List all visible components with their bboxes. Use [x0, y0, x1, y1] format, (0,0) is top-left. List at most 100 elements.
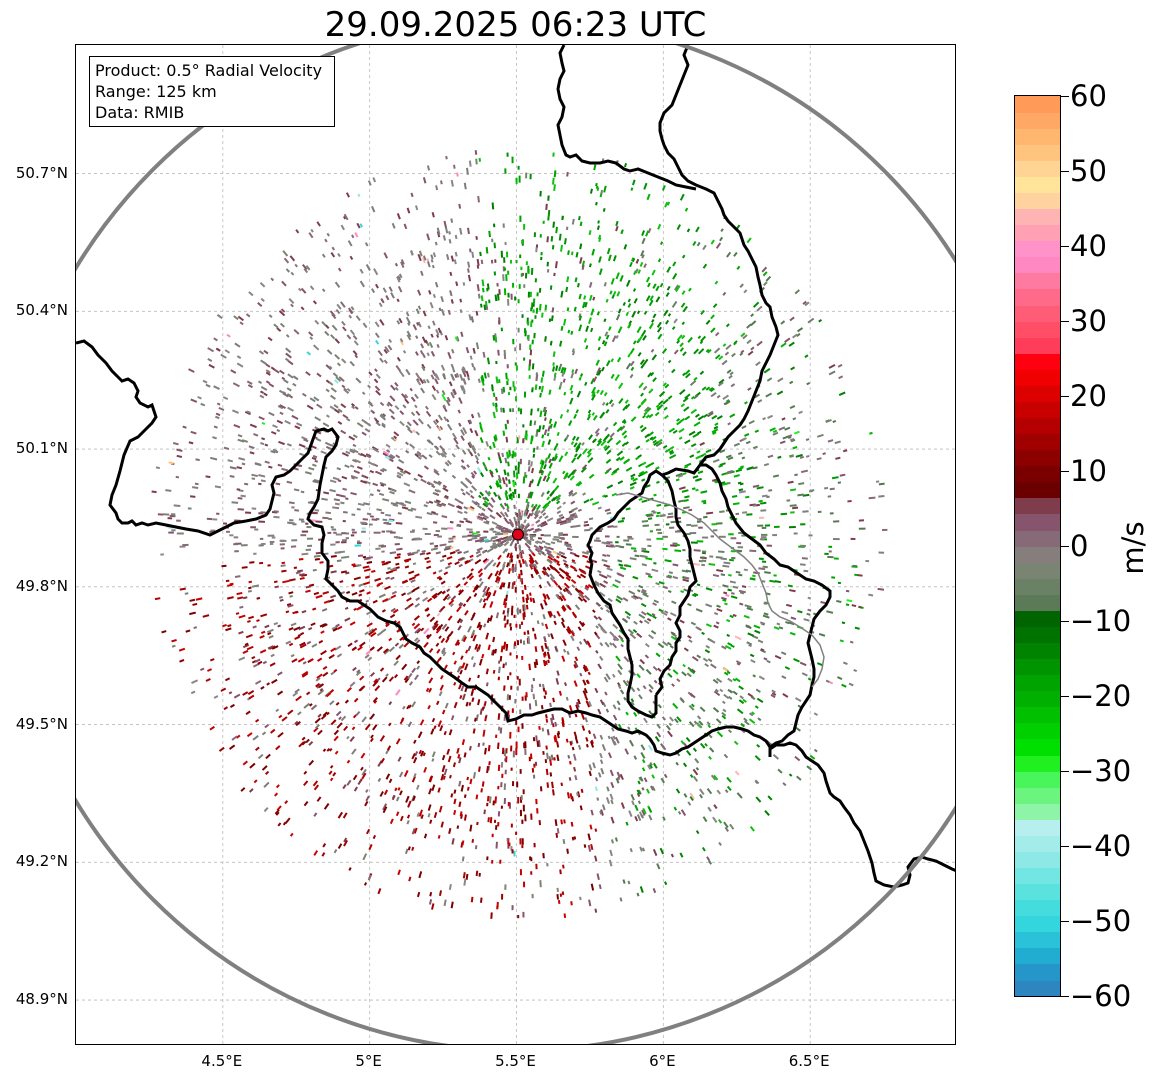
- echo-gate: [524, 434, 527, 440]
- echo-gate: [586, 640, 591, 646]
- echo-gate: [731, 495, 738, 498]
- echo-gate: [571, 350, 576, 356]
- colorbar-segment: [1015, 867, 1060, 885]
- echo-gate: [495, 402, 498, 407]
- echo-gate: [408, 704, 412, 709]
- echo-gate: [615, 220, 619, 227]
- echo-gate: [379, 791, 384, 797]
- echo-gate: [544, 304, 548, 311]
- echo-gate: [426, 352, 430, 357]
- colorbar-segment: [1015, 497, 1060, 515]
- echo-gate: [541, 312, 544, 318]
- echo-gate: [504, 511, 509, 518]
- echo-gate: [559, 381, 563, 388]
- echo-gate: [431, 751, 436, 758]
- echo-gate: [543, 463, 547, 470]
- echo-gate: [528, 375, 531, 379]
- echo-gate: [385, 673, 389, 677]
- echo-gate: [467, 506, 475, 512]
- echo-gate: [470, 471, 476, 478]
- echo-gate: [648, 322, 654, 330]
- echo-gate: [441, 515, 448, 519]
- echo-gate: [561, 891, 565, 896]
- echo-gate: [520, 266, 523, 271]
- echo-gate: [401, 663, 408, 671]
- echo-gate: [540, 469, 544, 474]
- echo-gate: [732, 502, 740, 506]
- echo-gate: [323, 491, 330, 495]
- echo-gate: [229, 703, 235, 708]
- echo-gate: [293, 566, 298, 569]
- echo-gate: [370, 515, 374, 518]
- echo-gate: [730, 592, 735, 595]
- echo-gate: [828, 545, 833, 548]
- echo-gate: [468, 702, 472, 706]
- echo-gate: [499, 727, 503, 734]
- echo-gate: [590, 327, 594, 333]
- echo-gate: [697, 723, 701, 728]
- echo-gate: [519, 563, 522, 568]
- echo-gate: [824, 552, 829, 555]
- echo-gate: [461, 856, 465, 862]
- echo-gate: [503, 798, 507, 805]
- echo-gate: [728, 558, 734, 562]
- echo-gate: [598, 256, 602, 263]
- echo-gate: [828, 370, 836, 376]
- echo-gate: [617, 669, 623, 676]
- echo-gate: [396, 298, 400, 303]
- echo-gate: [387, 566, 391, 570]
- echo-gate: [524, 814, 527, 822]
- echo-gate: [479, 539, 485, 543]
- echo-gate: [346, 417, 351, 422]
- echo-gate: [534, 699, 538, 707]
- echo-gate: [641, 237, 646, 245]
- echo-gate: [280, 564, 286, 567]
- echo-gate: [576, 574, 582, 579]
- echo-gate: [412, 419, 419, 426]
- echo-gate: [511, 282, 515, 288]
- echo-gate: [258, 482, 262, 486]
- echo-gate: [754, 755, 761, 761]
- echo-gate: [356, 540, 361, 543]
- echo-gate: [458, 397, 463, 405]
- echo-gate: [251, 507, 257, 510]
- echo-gate: [342, 487, 347, 491]
- echo-gate: [251, 584, 260, 588]
- echo-gate: [334, 353, 341, 360]
- echo-gate: [546, 566, 551, 571]
- echo-gate: [275, 708, 280, 713]
- echo-gate: [706, 511, 714, 515]
- echo-gate: [359, 675, 365, 681]
- echo-gate: [816, 457, 822, 461]
- echo-gate: [301, 740, 307, 746]
- echo-gate: [613, 740, 617, 746]
- echo-gate: [369, 493, 374, 497]
- echo-gate: [565, 628, 571, 634]
- colorbar-segment: [1015, 417, 1060, 435]
- echo-gate: [534, 528, 540, 532]
- echo-gate: [647, 575, 653, 579]
- echo-gate: [247, 589, 252, 593]
- echo-gate: [657, 258, 662, 263]
- echo-gate: [383, 359, 388, 365]
- echo-gate: [246, 645, 254, 651]
- echo-gate: [567, 250, 570, 255]
- echo-gate: [789, 589, 796, 593]
- echo-gate: [305, 589, 311, 593]
- echo-gate: [363, 581, 371, 586]
- echo-gate: [311, 511, 318, 515]
- echo-gate: [739, 283, 744, 289]
- echo-gate: [165, 489, 172, 492]
- echo-gate: [241, 439, 249, 443]
- echo-gate: [293, 329, 300, 335]
- echo-gate: [336, 303, 342, 310]
- echo-gate: [415, 597, 421, 602]
- echo-gate: [399, 337, 404, 343]
- echo-gate: [799, 455, 805, 459]
- echo-gate: [521, 696, 524, 701]
- echo-gate: [521, 844, 524, 849]
- echo-gate: [404, 565, 410, 569]
- echo-gate: [639, 846, 643, 852]
- echo-gate: [555, 226, 558, 234]
- echo-gate: [631, 800, 635, 806]
